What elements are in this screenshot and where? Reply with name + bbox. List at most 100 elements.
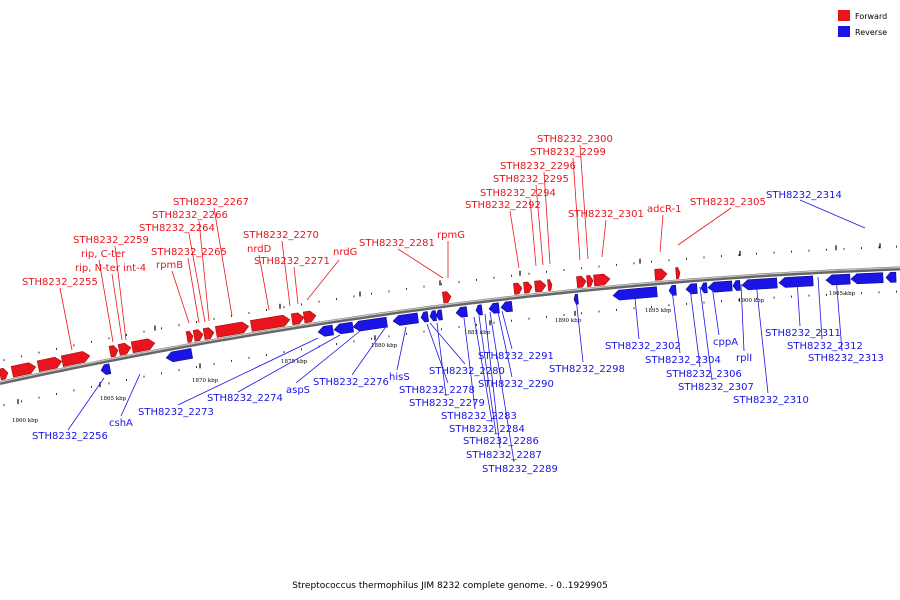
reverse-gene-label-sth8232-2298[interactable]: STH8232_2298 bbox=[549, 364, 625, 375]
forward-gene-label-sth8232-2294[interactable]: STH8232_2294 bbox=[480, 188, 556, 199]
reverse-gene-label-sth8232-2291[interactable]: STH8232_2291 bbox=[478, 351, 554, 362]
reverse-gene-label-sth8232-2286[interactable]: STH8232_2286 bbox=[463, 436, 539, 447]
forward-gene-label-sth8232-2255[interactable]: STH8232_2255 bbox=[22, 277, 98, 288]
forward-gene-label-rpmb[interactable]: rpmB bbox=[156, 260, 183, 271]
gene-arrow-reverse-11[interactable] bbox=[475, 304, 483, 316]
gene-arrow-reverse-17[interactable] bbox=[685, 283, 698, 295]
forward-gene-label-rip-n-ter-int-4[interactable]: rip, N-ter int-4 bbox=[75, 263, 146, 274]
reverse-gene-label-sth8232-2312[interactable]: STH8232_2312 bbox=[787, 341, 863, 352]
gene-arrow-forward-10[interactable] bbox=[202, 327, 215, 340]
reverse-gene-label-sth8232-2314[interactable]: STH8232_2314 bbox=[766, 190, 842, 201]
forward-gene-label-sth8232-2300[interactable]: STH8232_2300 bbox=[537, 134, 613, 145]
forward-gene-label-sth8232-2301[interactable]: STH8232_2301 bbox=[568, 209, 644, 220]
reverse-gene-label-sth8232-2274[interactable]: STH8232_2274 bbox=[207, 393, 283, 404]
reverse-gene-label-sth8232-2302[interactable]: STH8232_2302 bbox=[605, 341, 681, 352]
gene-arrow-forward-21[interactable] bbox=[586, 275, 594, 287]
forward-gene-label-sth8232-2267[interactable]: STH8232_2267 bbox=[173, 197, 249, 208]
reverse-gene-label-sth8232-2287[interactable]: STH8232_2287 bbox=[466, 450, 542, 461]
reverse-gene-label-sth8232-2279[interactable]: STH8232_2279 bbox=[409, 398, 485, 409]
forward-gene-label-nrdg[interactable]: nrdG bbox=[333, 247, 357, 258]
gene-arrow-reverse-13[interactable] bbox=[500, 300, 513, 313]
reverse-gene-label-sth8232-2273[interactable]: STH8232_2273 bbox=[138, 407, 214, 418]
reverse-gene-label-sth8232-2278[interactable]: STH8232_2278 bbox=[399, 385, 475, 396]
reverse-gene-label-sth8232-2310[interactable]: STH8232_2310 bbox=[733, 395, 809, 406]
gene-arrow-reverse-10[interactable] bbox=[455, 306, 468, 318]
gene-arrow-forward-17[interactable] bbox=[523, 281, 533, 294]
reverse-gene-label-cppa[interactable]: cppA bbox=[713, 337, 738, 348]
gene-arrow-forward-12[interactable] bbox=[250, 314, 291, 332]
forward-gene-label-sth8232-2292[interactable]: STH8232_2292 bbox=[465, 200, 541, 211]
reverse-gene-label-csha[interactable]: cshA bbox=[109, 418, 133, 429]
gene-arrow-forward-22[interactable] bbox=[593, 273, 611, 287]
forward-gene-label-sth8232-2271[interactable]: STH8232_2271 bbox=[254, 256, 330, 267]
gene-arrow-forward-14[interactable] bbox=[302, 310, 317, 324]
gene-arrow-forward-2[interactable] bbox=[10, 361, 37, 378]
gene-arrow-forward-11[interactable] bbox=[214, 321, 250, 338]
gene-arrow-reverse-22[interactable] bbox=[778, 275, 814, 288]
gene-arrow-reverse-20[interactable] bbox=[732, 280, 741, 291]
gene-arrow-forward-7[interactable] bbox=[130, 338, 156, 354]
gene-arrow-forward-24[interactable] bbox=[675, 267, 681, 279]
gene-arrow-forward-6[interactable] bbox=[117, 342, 132, 356]
reverse-gene-label-sth8232-2276[interactable]: STH8232_2276 bbox=[313, 377, 389, 388]
reverse-gene-label-sth8232-2313[interactable]: STH8232_2313 bbox=[808, 353, 884, 364]
gene-arrow-forward-9[interactable] bbox=[192, 329, 204, 342]
gene-arrow-reverse-25[interactable] bbox=[885, 271, 897, 283]
gene-arrow-forward-3[interactable] bbox=[36, 356, 63, 373]
reverse-gene-label-sth8232-2256[interactable]: STH8232_2256 bbox=[32, 431, 108, 442]
gene-arrow-reverse-19[interactable] bbox=[707, 280, 733, 293]
gene-arrow-forward-16[interactable] bbox=[513, 282, 523, 295]
forward-gene-label-rpmg[interactable]: rpmG bbox=[437, 230, 465, 241]
gene-arrow-reverse-6[interactable] bbox=[392, 312, 419, 326]
reverse-gene-label-sth8232-2306[interactable]: STH8232_2306 bbox=[666, 369, 742, 380]
gene-arrow-forward-18[interactable] bbox=[534, 280, 547, 293]
reverse-gene-label-sth8232-2311[interactable]: STH8232_2311 bbox=[765, 328, 841, 339]
gene-arrow-reverse-21[interactable] bbox=[741, 277, 778, 291]
forward-gene-label-sth8232-2305[interactable]: STH8232_2305 bbox=[690, 197, 766, 208]
gene-arrow-reverse-12[interactable] bbox=[488, 302, 500, 314]
gene-arrow-reverse-2[interactable] bbox=[165, 348, 194, 363]
gene-arrow-forward-8[interactable] bbox=[185, 330, 194, 343]
gene-arrow-reverse-18[interactable] bbox=[700, 282, 708, 294]
gene-arrow-forward-1[interactable] bbox=[0, 367, 9, 381]
gene-arrow-forward-20[interactable] bbox=[576, 275, 587, 288]
reverse-gene-label-sth8232-2304[interactable]: STH8232_2304 bbox=[645, 355, 721, 366]
forward-gene-label-sth8232-2281[interactable]: STH8232_2281 bbox=[359, 238, 435, 249]
forward-gene-label-sth8232-2295[interactable]: STH8232_2295 bbox=[493, 174, 569, 185]
reverse-gene-label-sth8232-2280[interactable]: STH8232_2280 bbox=[429, 366, 505, 377]
forward-gene-label-adcr-1[interactable]: adcR-1 bbox=[647, 204, 682, 215]
reverse-gene-label-sth8232-2289[interactable]: STH8232_2289 bbox=[482, 464, 558, 475]
gene-arrow-reverse-7[interactable] bbox=[420, 311, 429, 323]
reverse-gene-label-hiss[interactable]: hisS bbox=[389, 372, 410, 383]
gene-arrow-reverse-24[interactable] bbox=[850, 272, 884, 285]
gene-arrow-reverse-9[interactable] bbox=[435, 309, 443, 321]
gene-arrow-forward-5[interactable] bbox=[108, 345, 119, 358]
reverse-gene-label-sth8232-2284[interactable]: STH8232_2284 bbox=[449, 424, 525, 435]
gene-arrow-forward-4[interactable] bbox=[60, 350, 91, 368]
gene-arrow-reverse-1[interactable] bbox=[100, 363, 112, 376]
gene-arrow-forward-23[interactable] bbox=[654, 268, 668, 281]
reverse-gene-label-rpli[interactable]: rplI bbox=[736, 353, 752, 364]
reverse-gene-label-sth8232-2283[interactable]: STH8232_2283 bbox=[441, 411, 517, 422]
reverse-gene-label-sth8232-2307[interactable]: STH8232_2307 bbox=[678, 382, 754, 393]
forward-gene-label-sth8232-2259[interactable]: STH8232_2259 bbox=[73, 235, 149, 246]
forward-gene-label-sth8232-2270[interactable]: STH8232_2270 bbox=[243, 230, 319, 241]
forward-gene-label-sth8232-2296[interactable]: STH8232_2296 bbox=[500, 161, 576, 172]
gene-arrow-reverse-4[interactable] bbox=[333, 321, 354, 335]
forward-gene-label-sth8232-2299[interactable]: STH8232_2299 bbox=[530, 147, 606, 158]
gene-arrow-reverse-23[interactable] bbox=[825, 273, 851, 286]
reverse-gene-label-sth8232-2290[interactable]: STH8232_2290 bbox=[478, 379, 554, 390]
gene-arrow-forward-19[interactable] bbox=[547, 279, 553, 292]
gene-arrow-forward-15[interactable] bbox=[441, 291, 452, 304]
gene-arrow-reverse-3[interactable] bbox=[317, 324, 335, 337]
forward-gene-label-nrdd[interactable]: nrdD bbox=[247, 244, 272, 255]
forward-gene-label-sth8232-2264[interactable]: STH8232_2264 bbox=[139, 223, 215, 234]
gene-arrow-reverse-16[interactable] bbox=[668, 284, 677, 296]
gene-arrow-forward-13[interactable] bbox=[290, 312, 305, 326]
forward-gene-label-sth8232-2266[interactable]: STH8232_2266 bbox=[152, 210, 228, 221]
gene-arrow-reverse-5[interactable] bbox=[352, 316, 388, 332]
reverse-gene-label-asps[interactable]: aspS bbox=[286, 385, 310, 396]
gene-arrow-reverse-15[interactable] bbox=[612, 286, 658, 301]
forward-gene-label-rip-c-ter[interactable]: rip, C-ter bbox=[81, 249, 126, 260]
forward-gene-label-sth8232-2265[interactable]: STH8232_2265 bbox=[151, 247, 227, 258]
